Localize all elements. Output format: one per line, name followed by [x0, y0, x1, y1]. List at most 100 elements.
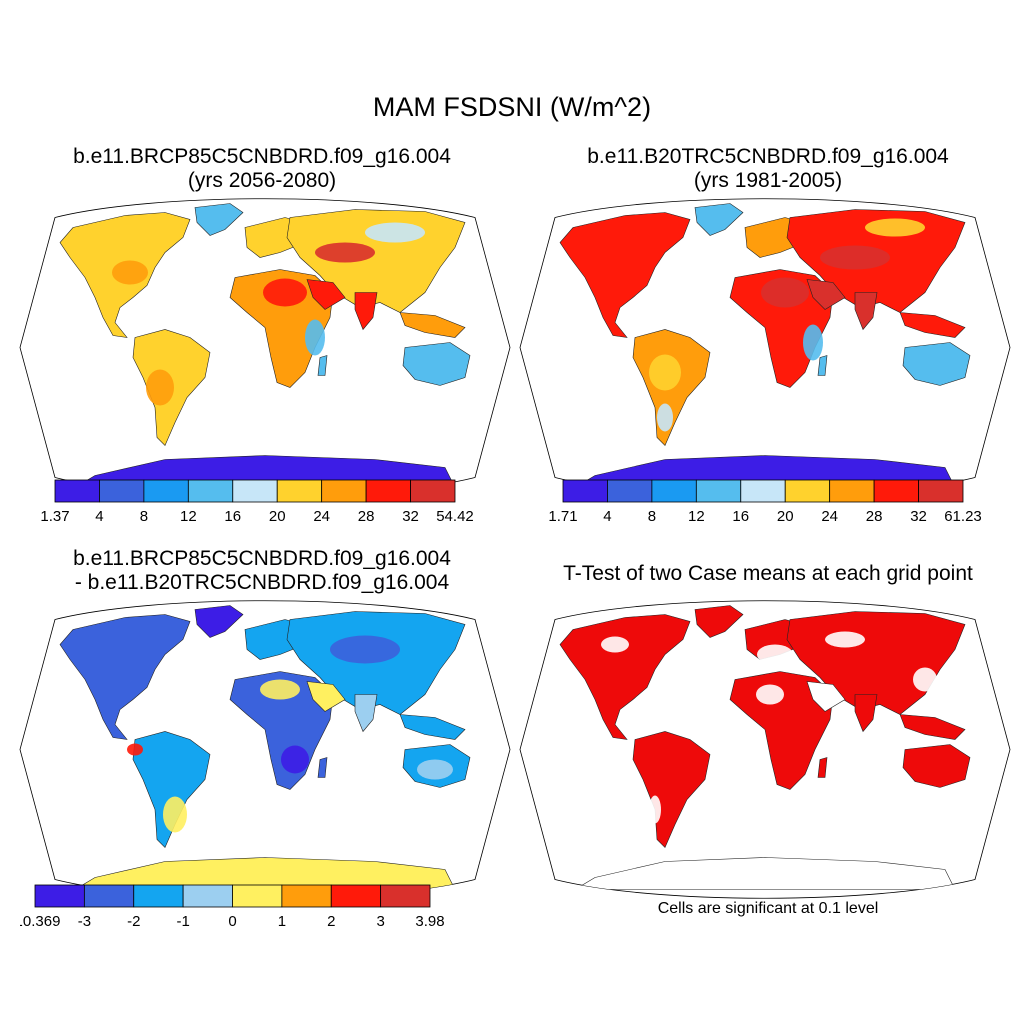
land-antarctica: [573, 857, 956, 890]
colorbar-tick-label: -2: [127, 913, 140, 930]
colorbar-swatch: [918, 479, 964, 503]
land-india: [854, 694, 878, 733]
colorbar-tick-label: 24: [821, 508, 838, 525]
colorbar-tick-label: -3: [78, 913, 91, 930]
top-left-title-line1: b.e11.BRCP85C5CNBDRD.f09_g16.004: [73, 145, 451, 168]
land-madagascar: [317, 355, 328, 376]
land-northAmerica: [559, 614, 691, 740]
land-africa: [229, 269, 334, 388]
land-australia: [902, 342, 971, 386]
bottom-right-title: T-Test of two Case means at each grid po…: [563, 562, 973, 585]
colorbar-swatch: [143, 479, 189, 503]
colorbar-top-right: 1.71 4 8 12 16 20 24 28 32 61.23: [548, 479, 982, 525]
colorbar-tick-label: 1: [278, 913, 286, 930]
field-patch: [657, 403, 673, 432]
colorbar-tick-label: 1.37: [40, 508, 69, 525]
colorbar-tick-label: 12: [688, 508, 705, 525]
colorbar-swatch: [34, 884, 85, 908]
colorbar-swatch: [829, 479, 875, 503]
field-patch: [865, 218, 925, 237]
land-india: [854, 292, 878, 331]
colorbar-tick-label: 32: [402, 508, 419, 525]
land-seasia: [899, 714, 966, 740]
colorbar-tick-label: 0: [228, 913, 236, 930]
top-right-title-line2: (yrs 1981-2005): [693, 169, 843, 192]
land-seasia: [399, 714, 466, 740]
map-bottom-right: [519, 600, 1011, 899]
main-title: MAM FSDSNI (W/m^2): [372, 92, 652, 122]
colorbar-swatch: [182, 884, 233, 908]
field-patch: [127, 743, 143, 756]
colorbar-swatch: [330, 884, 382, 908]
colorbar-swatch: [232, 884, 283, 908]
land-madagascar: [817, 355, 828, 376]
colorbar-tick-label: 16: [224, 508, 241, 525]
colorbar-tick-label: -1: [176, 913, 189, 930]
colorbar-swatch: [562, 479, 608, 503]
field-patch: [649, 354, 681, 391]
field-patch: [761, 277, 809, 308]
field-patch: [146, 369, 174, 406]
colorbar-top-left: 1.37 4 8 12 16 20 24 28 32 54.42: [40, 479, 474, 525]
land-madagascar: [317, 757, 328, 778]
colorbar-swatch: [99, 479, 145, 503]
colorbar-tick-label: 20: [777, 508, 794, 525]
field-patch: [803, 324, 823, 361]
colorbar-swatch: [281, 884, 332, 908]
colorbar-swatch: [695, 479, 742, 503]
land-africa: [729, 269, 834, 388]
colorbar-tick-label: -10.369: [20, 913, 60, 930]
land-greenland: [194, 605, 244, 638]
land-group: [59, 203, 471, 488]
field-patch: [263, 278, 307, 307]
colorbar-swatch: [133, 884, 184, 908]
colorbar-swatch: [83, 884, 135, 908]
colorbar-swatch: [607, 479, 653, 503]
colorbar-tick-label: 16: [732, 508, 749, 525]
significance-note: Cells are significant at 0.1 level: [657, 900, 879, 917]
colorbar-swatch: [54, 479, 100, 503]
colorbar-tick-label: 32: [910, 508, 927, 525]
field-patch: [305, 319, 325, 356]
field-patch: [315, 242, 375, 263]
field-patch: [825, 631, 865, 648]
colorbar-swatch: [321, 479, 367, 503]
land-australia: [402, 342, 471, 386]
land-india: [354, 694, 378, 733]
bottom-left-title-line2: - b.e11.B20TRC5CNBDRD.f09_g16.004: [74, 571, 450, 594]
colorbar-swatch: [651, 479, 697, 503]
field-patch: [112, 260, 148, 285]
land-arabia: [306, 681, 346, 712]
land-arabia: [806, 681, 846, 712]
field-patch: [330, 635, 400, 664]
colorbar-swatch: [232, 479, 278, 503]
land-arabia: [306, 279, 346, 310]
colorbar-swatch: [380, 884, 431, 908]
colorbar-tick-label: 3: [376, 913, 384, 930]
colorbar-swatch: [276, 479, 323, 503]
land-australia: [902, 744, 971, 788]
colorbar-tick-label: 4: [603, 508, 611, 525]
field-patch: [913, 667, 937, 692]
field-patch: [417, 759, 453, 780]
colorbar-tick-label: 54.42: [436, 508, 474, 525]
colorbar-swatch: [740, 479, 786, 503]
colorbar-tick-label: 61.23: [944, 508, 982, 525]
colorbar-swatch: [784, 479, 831, 503]
land-india: [354, 292, 378, 331]
colorbar-tick-label: 24: [313, 508, 330, 525]
map-bottom-left: [19, 600, 511, 899]
map-top-left: [19, 198, 511, 497]
field-patch: [649, 795, 661, 824]
field-patch: [820, 245, 890, 270]
colorbar-tick-label: 8: [140, 508, 148, 525]
field-patch: [281, 745, 309, 774]
land-seasia: [399, 312, 466, 338]
top-right-title: b.e11.B20TRC5CNBDRD.f09_g16.004 (yrs 198…: [518, 145, 1018, 193]
colorbar-tick-label: 1.71: [548, 508, 577, 525]
colorbar-tick-label: 28: [866, 508, 883, 525]
land-greenland: [694, 203, 744, 236]
colorbar-tick-label: 4: [95, 508, 103, 525]
colorbar-swatch: [873, 479, 919, 503]
land-southAmerica: [632, 731, 711, 849]
